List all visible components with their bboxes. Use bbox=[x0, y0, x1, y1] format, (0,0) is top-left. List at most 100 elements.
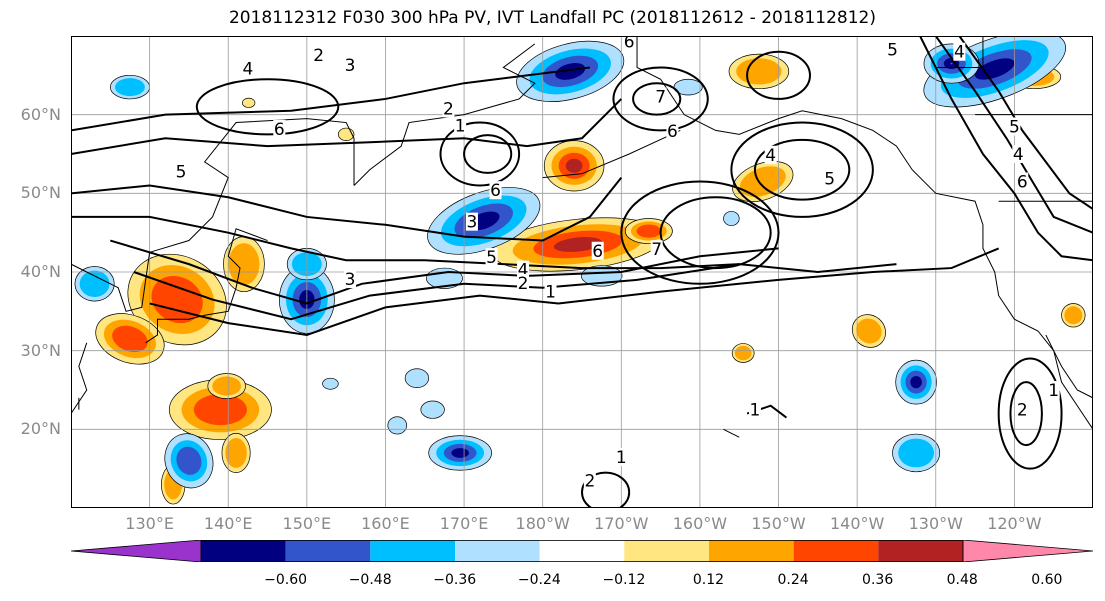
longitude-tick-label: 170°W bbox=[594, 514, 649, 533]
pc-shading-blob bbox=[151, 275, 203, 324]
contour-label-bg bbox=[1008, 117, 1021, 136]
pv-contour bbox=[958, 36, 1093, 210]
pc-shading-blob bbox=[322, 377, 339, 390]
colorbar-segment bbox=[455, 540, 540, 562]
coastlines bbox=[71, 36, 1093, 438]
coastline-segment bbox=[723, 428, 740, 438]
pv-contour bbox=[919, 36, 1093, 262]
contour-label-bg bbox=[666, 122, 679, 141]
plot-title: 2018112312 F030 300 hPa PV, IVT Landfall… bbox=[228, 8, 876, 28]
colorbar-frame bbox=[200, 540, 964, 562]
contour-label-bg bbox=[886, 40, 899, 59]
contour-label: 7 bbox=[655, 88, 666, 108]
contour-label-bg bbox=[241, 59, 254, 78]
pc-shading-blob bbox=[420, 400, 445, 419]
longitude-tick-label: 170°E bbox=[439, 514, 489, 533]
contour-label-bg bbox=[273, 119, 286, 138]
pv-contour-loop bbox=[746, 50, 811, 100]
contour-label: 2 bbox=[584, 471, 595, 491]
contour-label-bg bbox=[1012, 145, 1025, 163]
coastline-segment bbox=[71, 118, 355, 312]
pc-shading-blob bbox=[553, 237, 603, 252]
pv-contour bbox=[71, 98, 623, 155]
pc-shading-blob bbox=[898, 438, 935, 468]
contour-label: 6 bbox=[274, 120, 285, 140]
coastline-segment bbox=[145, 228, 268, 344]
contour-label-bg bbox=[650, 240, 663, 259]
contour-label: 2 bbox=[443, 99, 454, 119]
contour-label-bg bbox=[823, 169, 836, 188]
longitude-tick-label: 130°E bbox=[125, 514, 174, 533]
contour-label: 2 bbox=[518, 274, 529, 294]
pc-shading-blob bbox=[115, 78, 145, 97]
pc-shading-blob bbox=[723, 211, 740, 226]
longitude-tick-label: 120°W bbox=[987, 514, 1042, 533]
contour-label-bg bbox=[312, 45, 325, 64]
pc-shading-blob bbox=[451, 448, 469, 458]
latitude-tick-label: 50°N bbox=[20, 183, 61, 203]
colorbar-tick-label: 0.48 bbox=[946, 572, 978, 588]
contour-label-bg bbox=[1016, 172, 1029, 191]
colorbar-segment bbox=[370, 540, 455, 562]
pv-contour-loop bbox=[439, 121, 521, 187]
pc-shading-blob bbox=[212, 376, 241, 396]
pc-shading-blob bbox=[1064, 306, 1083, 325]
pv-contour-loop bbox=[620, 180, 780, 285]
colorbar-extend-low bbox=[71, 540, 202, 562]
longitude-tick-label: 160°W bbox=[672, 514, 728, 533]
longitude-tick-label: 180°W bbox=[515, 514, 570, 533]
contour-label-bg bbox=[748, 400, 761, 419]
contour-label-bg bbox=[344, 270, 357, 289]
pv-contour bbox=[133, 263, 897, 321]
pv-contour bbox=[71, 66, 590, 132]
pc-shading-blob bbox=[734, 345, 752, 361]
latitude-tick-label: 30°N bbox=[20, 340, 61, 360]
latitude-tick-label: 60°N bbox=[20, 104, 61, 124]
colorbar-extend-high bbox=[962, 540, 1093, 562]
colorbar-tick-label: −0.36 bbox=[433, 572, 477, 588]
colorbar-tick-label: 0.12 bbox=[692, 572, 725, 588]
contour-label: 2 bbox=[313, 46, 324, 66]
pv-contour bbox=[149, 247, 1000, 336]
pc-shading-blob bbox=[112, 325, 148, 353]
coastline-segment bbox=[542, 129, 681, 179]
contour-label: 6 bbox=[667, 122, 678, 142]
contour-label-bg bbox=[615, 447, 628, 466]
contour-label-bg bbox=[591, 241, 604, 260]
contour-label-bg bbox=[175, 162, 188, 181]
contour-label: 4 bbox=[1013, 145, 1024, 165]
pc-shading bbox=[74, 36, 1086, 505]
pc-shading-blob bbox=[950, 62, 953, 65]
contour-label-bg bbox=[654, 87, 667, 106]
contour-label: 1 bbox=[545, 283, 556, 303]
contour-label-bg bbox=[583, 471, 596, 490]
colorbar-segment bbox=[793, 540, 879, 562]
contour-label: 4 bbox=[518, 261, 529, 281]
latitude-tick-label: 20°N bbox=[20, 419, 61, 439]
contour-label: 4 bbox=[954, 43, 965, 63]
pc-shading-blob bbox=[565, 158, 583, 173]
colorbar-tick-label: −0.48 bbox=[348, 572, 392, 588]
pv-contour-loop bbox=[612, 66, 709, 132]
contour-label: 6 bbox=[1017, 173, 1028, 193]
contour-label: 3 bbox=[467, 213, 478, 233]
pc-shading-blob bbox=[193, 394, 247, 426]
colorbar-tick-label: 0.24 bbox=[777, 572, 809, 588]
contour-label-bg bbox=[953, 42, 966, 61]
colorbar-tick-label: −0.12 bbox=[602, 572, 646, 588]
pc-shading-blob bbox=[225, 437, 247, 468]
contour-label: 6 bbox=[592, 242, 603, 262]
contour-label: 2 bbox=[1017, 401, 1028, 421]
contour-label: 7 bbox=[651, 240, 662, 260]
contour-label-bg bbox=[1047, 381, 1060, 399]
pv-contour-loop bbox=[997, 357, 1063, 470]
pv-contour-loop bbox=[730, 121, 874, 218]
colorbar-tick-label: 0.60 bbox=[1031, 572, 1063, 588]
contour-label-bg bbox=[442, 99, 455, 118]
pv-contour bbox=[110, 239, 779, 305]
pv-contours bbox=[71, 36, 1093, 508]
contour-label-bg bbox=[344, 56, 357, 75]
contour-label: 6 bbox=[624, 36, 635, 53]
